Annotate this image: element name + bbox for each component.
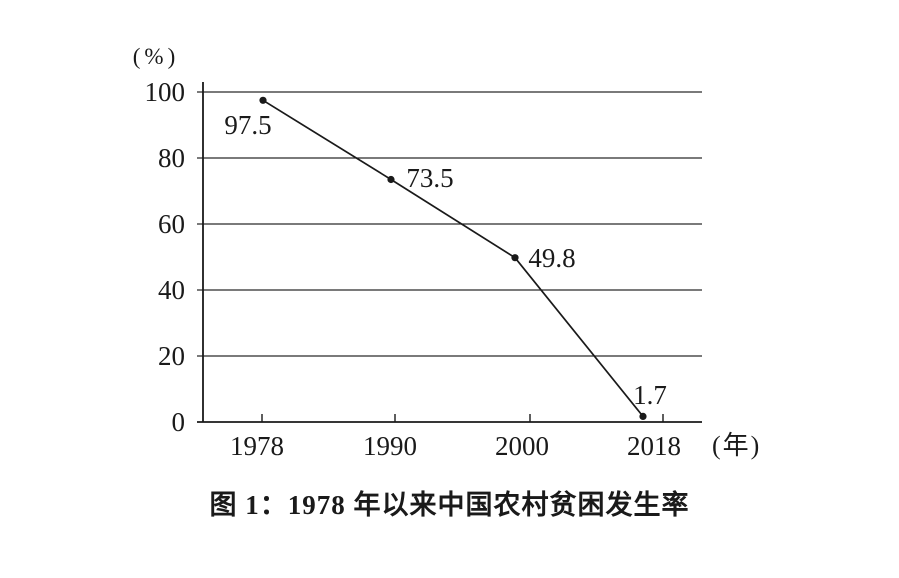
data-point — [639, 412, 647, 420]
figure-caption: 图 1：1978 年以来中国农村贫困发生率 — [209, 490, 690, 520]
y-tick-label: 100 — [144, 77, 186, 107]
data-label: 1.7 — [633, 380, 667, 411]
data-label: 49.8 — [528, 242, 576, 273]
data-line — [262, 99, 644, 417]
x-tick-label: 1990 — [363, 431, 417, 461]
y-axis-unit-label: (%) — [132, 44, 180, 69]
data-label: 73.5 — [406, 163, 454, 194]
y-tick-label: 40 — [158, 275, 185, 305]
data-point — [511, 254, 519, 262]
data-point — [259, 96, 267, 104]
x-tick-label: 2018 — [627, 431, 681, 461]
data-label: 97.5 — [224, 110, 272, 141]
y-tick-label: 80 — [158, 143, 185, 173]
data-point — [387, 175, 395, 184]
x-axis-unit-label: (年) — [712, 431, 762, 460]
x-tick-label: 2000 — [495, 431, 549, 461]
x-tick-label: 1978 — [230, 431, 284, 461]
y-tick-label: 0 — [171, 407, 186, 437]
y-tick-label: 20 — [158, 341, 185, 371]
y-tick-label: 60 — [158, 209, 185, 239]
